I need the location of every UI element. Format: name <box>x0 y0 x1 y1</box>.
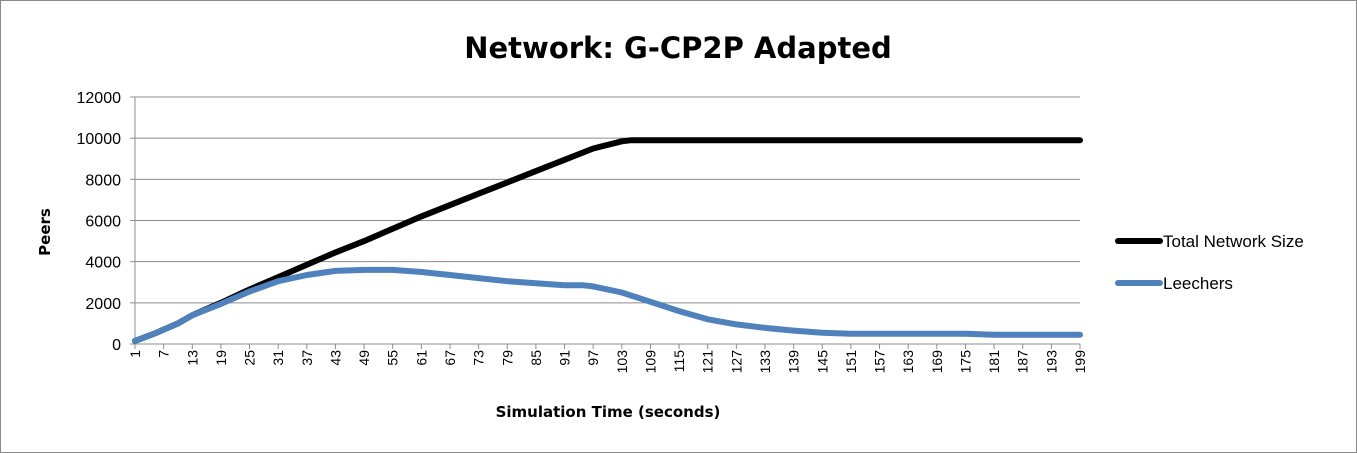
x-axis-title: Simulation Time (seconds) <box>496 403 721 421</box>
x-tick-label: 97 <box>585 350 601 366</box>
x-tick-label: 145 <box>814 350 830 374</box>
x-tick-label: 133 <box>757 350 773 374</box>
x-tick-label: 139 <box>786 350 802 374</box>
x-tick-label: 187 <box>1015 350 1031 374</box>
x-tick-label: 55 <box>385 350 401 366</box>
x-tick-label: 175 <box>957 350 973 374</box>
x-tick-label: 127 <box>728 350 744 374</box>
x-tick-label: 67 <box>442 350 458 366</box>
x-tick-label: 115 <box>671 350 687 373</box>
y-tick-labels: 0 2000 4000 6000 8000 10000 12000 <box>77 90 122 354</box>
x-tick-label: 13 <box>184 350 200 366</box>
y-tick-label: 6000 <box>85 214 121 231</box>
x-tick-label: 193 <box>1043 350 1059 374</box>
x-tick-label: 103 <box>614 350 630 374</box>
x-tick-label: 109 <box>642 350 658 374</box>
axes <box>130 96 1081 349</box>
x-tick-label: 37 <box>299 350 315 366</box>
legend-label: Leechers <box>1163 274 1233 293</box>
series-line <box>132 137 1083 344</box>
x-tick-label: 7 <box>156 350 172 358</box>
y-tick-label: 10000 <box>77 131 122 148</box>
series-lines <box>132 137 1083 344</box>
x-tick-label: 73 <box>471 350 487 366</box>
x-tick-label: 61 <box>413 350 429 366</box>
x-tick-label: 157 <box>872 350 888 374</box>
x-tick-label: 79 <box>499 350 515 366</box>
y-tick-label: 2000 <box>85 296 121 313</box>
gridlines <box>135 96 1080 304</box>
x-tick-label: 181 <box>986 350 1002 374</box>
chart-title: Network: G-CP2P Adapted <box>464 31 892 65</box>
x-tick-label: 163 <box>900 350 916 374</box>
y-tick-label: 0 <box>112 337 121 354</box>
y-tick-label: 12000 <box>77 90 122 107</box>
x-tick-label: 121 <box>700 350 716 374</box>
x-tick-label: 85 <box>528 350 544 366</box>
y-tick-label: 8000 <box>85 172 121 189</box>
series-line <box>132 266 1083 344</box>
x-tick-label: 31 <box>270 350 286 366</box>
x-tick-label: 25 <box>242 350 258 366</box>
x-tick-label: 151 <box>843 350 859 374</box>
y-axis-title: Peers <box>36 208 54 256</box>
legend-label: Total Network Size <box>1163 232 1304 251</box>
x-tick-label: 49 <box>356 350 372 366</box>
x-tick-label: 1 <box>127 350 143 358</box>
y-tick-label: 4000 <box>85 255 121 272</box>
x-tick-label: 43 <box>327 350 343 366</box>
x-tick-labels: 1 7 13 19 25 31 37 43 49 55 61 67 73 79 85 91 97 103 109 11… <box>127 350 1088 374</box>
x-tick-label: 91 <box>557 350 573 366</box>
x-tick-label: 199 <box>1072 350 1088 374</box>
legend: Total Network Size Leechers <box>1115 232 1304 293</box>
x-tick-label: 169 <box>929 350 945 374</box>
x-tick-label: 19 <box>213 350 229 366</box>
